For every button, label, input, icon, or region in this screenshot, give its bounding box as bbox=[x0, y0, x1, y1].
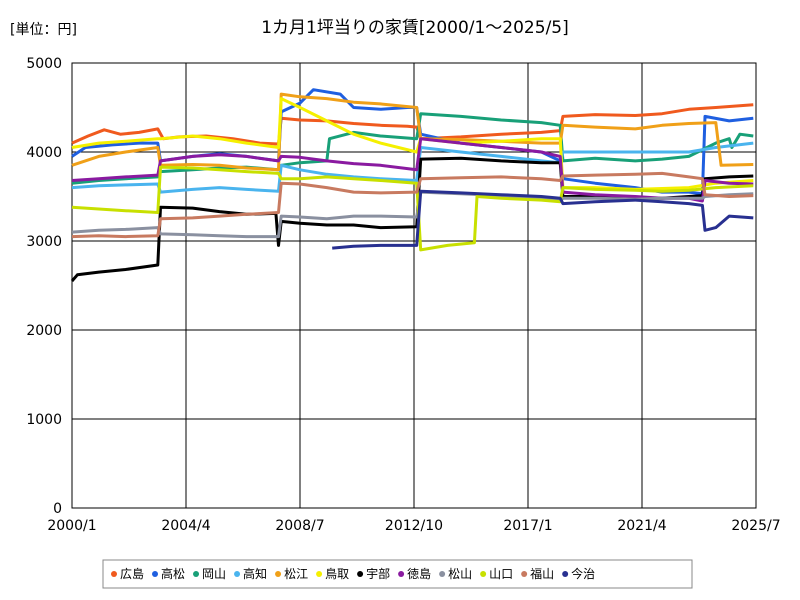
plot-area bbox=[71, 62, 757, 509]
legend-marker bbox=[316, 571, 323, 577]
legend-label: 松山 bbox=[448, 567, 472, 581]
legend-marker bbox=[562, 571, 569, 577]
y-tick-label: 2000 bbox=[26, 323, 62, 339]
legend-label: 岡山 bbox=[202, 567, 226, 581]
legend-marker bbox=[275, 571, 282, 577]
series-lines bbox=[70, 88, 754, 282]
legend-marker bbox=[152, 571, 159, 577]
legend-label: 広島 bbox=[120, 566, 144, 581]
x-tick-label: 2004/4 bbox=[161, 518, 210, 534]
legend-marker bbox=[193, 571, 200, 577]
series-line-高知 bbox=[71, 141, 754, 194]
legend-label: 福山 bbox=[530, 566, 554, 581]
legend-marker bbox=[111, 571, 117, 577]
legend-label: 鳥取 bbox=[325, 566, 349, 581]
x-tick-label: 2021/4 bbox=[617, 518, 666, 534]
unit-label: [単位：円] bbox=[10, 22, 77, 38]
chart-title: 1カ月1坪当りの家賃[2000/1～2025/5] bbox=[261, 18, 569, 38]
x-tick-label: 2008/7 bbox=[275, 518, 324, 534]
legend-marker bbox=[357, 571, 364, 577]
series-line-山口 bbox=[71, 165, 754, 252]
series-line-福山 bbox=[71, 171, 754, 239]
legend-marker bbox=[398, 571, 405, 577]
legend: 広島 高松 岡山 高知 松江 鳥取 宇部 徳島 松山 山口 福山 今治 bbox=[102, 559, 693, 589]
x-tick-label: 2000/1 bbox=[47, 518, 96, 534]
x-axis-ticks: 2000/1 2004/4 2008/7 2012/10 2017/1 2021/4 202… bbox=[47, 518, 780, 534]
series-line-高松 bbox=[71, 88, 754, 196]
legend-marker bbox=[234, 571, 241, 577]
legend-label: 今治 bbox=[571, 566, 595, 581]
gridlines bbox=[72, 63, 756, 508]
series-line-松江 bbox=[71, 92, 754, 172]
y-tick-label: 3000 bbox=[26, 234, 62, 250]
series-line-松山 bbox=[71, 190, 754, 239]
legend-label: 高松 bbox=[161, 566, 185, 581]
y-tick-label: 4000 bbox=[26, 145, 62, 161]
legend-label: 徳島 bbox=[407, 566, 431, 581]
y-tick-label: 1000 bbox=[26, 412, 62, 428]
legend-label: 山口 bbox=[489, 567, 513, 581]
legend-box bbox=[102, 559, 693, 589]
x-tick-label: 2012/10 bbox=[385, 518, 443, 534]
series-line-広島 bbox=[71, 103, 754, 146]
series-line-今治 bbox=[332, 189, 754, 250]
y-tick-label: 5000 bbox=[26, 56, 62, 72]
series-line-鳥取 bbox=[71, 97, 754, 191]
series-line-岡山 bbox=[71, 112, 754, 185]
legend-marker bbox=[439, 571, 446, 577]
y-tick-label: 0 bbox=[53, 501, 62, 517]
x-tick-label: 2025/7 bbox=[731, 518, 780, 534]
legend-marker bbox=[521, 571, 528, 577]
x-tick-label: 2017/1 bbox=[503, 518, 552, 534]
legend-marker bbox=[480, 571, 487, 577]
legend-label: 宇部 bbox=[366, 566, 390, 581]
legend-label: 高知 bbox=[243, 566, 267, 581]
legend-label: 松江 bbox=[284, 567, 308, 581]
y-axis-ticks: 0 1000 2000 3000 4000 5000 bbox=[26, 56, 62, 517]
